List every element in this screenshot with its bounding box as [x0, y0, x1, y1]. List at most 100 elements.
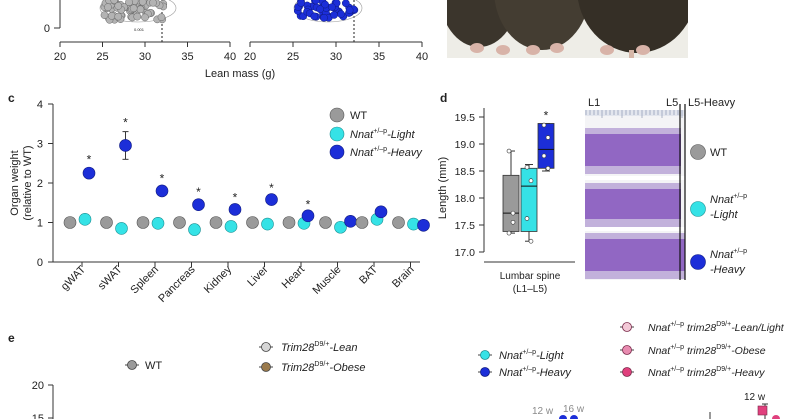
top-wt-dot: [110, 0, 119, 4]
panel-d-point: [510, 220, 516, 225]
top-dot-clusters: [100, 0, 359, 24]
panel-c-point-wt: [173, 216, 186, 229]
legend-e-t28obese-marker: [261, 362, 271, 372]
top-wt-dot: [149, 0, 157, 7]
top-right-xtick-label: 30: [330, 51, 342, 63]
panel-d-xlabel-1: Lumbar spine: [500, 271, 561, 282]
panel-e-point-heavy-2: [570, 415, 578, 419]
panel-c-point-wt: [355, 216, 369, 229]
panel-d-ytick-label: 17.0: [455, 247, 476, 259]
legend-c-light-marker: [329, 126, 345, 142]
panel-c-point-heavy: [82, 166, 96, 180]
top-panels: 0 20 25 30 35 40 20 25 30 35 40 Lean mass (g) 0.0…: [44, 0, 428, 80]
panel-c-xtick-label: Brain: [390, 264, 417, 291]
legend-e-heavy-marker: [480, 367, 490, 377]
legend-e-heavy-label: Nnat+/–p-Heavy: [499, 366, 572, 379]
top-heavy-dot: [316, 5, 324, 14]
top-heavy-dot: [311, 0, 320, 5]
legend-e-light-marker: [480, 350, 490, 360]
panel-e-ytick-label-15: 15: [32, 413, 44, 419]
xray-legend-light-marker: [690, 201, 706, 217]
top-heavy-dot: [310, 12, 319, 21]
top-left-xtick-label: 30: [139, 51, 151, 63]
panel-c-point-heavy: [265, 193, 278, 206]
top-xaxis-label: Lean mass (g): [205, 68, 275, 80]
top-xticks: 20 25 30 35 40 20 25 30 35 40: [54, 42, 428, 63]
panel-d-box: [502, 174, 520, 232]
top-right-ellipse: [293, 0, 363, 23]
panel-d-ylabel: Length (mm): [437, 157, 449, 219]
legend-e-t28lean-marker: [261, 342, 271, 352]
xray-label-l5heavy: L5-Heavy: [688, 97, 736, 109]
panel-c-significance: *: [123, 116, 128, 130]
mice-photo: [447, 0, 688, 58]
top-heavy-dot: [345, 6, 354, 15]
xray-legend-heavy-marker: [690, 254, 706, 270]
panel-c-significance: *: [269, 181, 274, 195]
top-heavy-dot: [330, 11, 338, 19]
top-heavy-dot: [297, 0, 305, 7]
panel-e-age-16w: 16 w: [563, 404, 585, 415]
panel-e-age-12w-b: 12 w: [744, 392, 766, 403]
panel-d-significance: *: [544, 108, 549, 122]
legend-e-dblobese-marker: [622, 345, 632, 355]
xray-label-l5: L5: [666, 97, 678, 109]
panel-c-significance: *: [196, 185, 201, 199]
top-y-zero: 0: [44, 23, 50, 35]
panel-e-letter: e: [8, 331, 15, 345]
top-heavy-dot: [341, 0, 350, 8]
legend-c-light-label: Nnat+/–p-Light: [350, 128, 416, 141]
top-wt-dot: [107, 12, 116, 20]
panel-c-point-light: [224, 220, 238, 233]
panel-d-point: [528, 178, 534, 184]
panel-d-ytick-label: 18.0: [455, 193, 476, 205]
panel-c-point-wt: [136, 216, 150, 229]
panel-d-point: [506, 148, 512, 154]
top-small-text: 0.001: [134, 27, 145, 32]
panel-c-xtick-label: sWAT: [96, 263, 125, 292]
panel-c-point-light: [334, 220, 347, 234]
panel-c-letter: c: [8, 91, 15, 105]
panel-d-box: [520, 167, 538, 232]
panel-e-point-heavy: [559, 415, 567, 419]
top-wt-dot: [136, 5, 145, 14]
top-wt-dot: [138, 0, 147, 6]
panel-d: d Length (mm) 17.0 17.5 18.0 18.5 19.0 19.5 *…: [437, 91, 747, 295]
xray-ruler-ticks: [585, 110, 683, 118]
panel-d-box: [537, 123, 555, 169]
xray-legend-heavy-label-1: Nnat+/–p: [710, 248, 747, 261]
xray-ruler: [585, 110, 685, 116]
panel-c-point-heavy: [192, 198, 205, 212]
legend-e-t28obese-label: Trim28D9/+-Obese: [281, 361, 365, 374]
panel-c-ytick-label: 2: [37, 178, 43, 190]
legend-c-heavy-label: Nnat+/–p-Heavy: [350, 146, 423, 159]
panel-e-legend: WT Trim28D9/+-Lean Trim28D9/+-Obese Nnat…: [125, 321, 785, 379]
panel-c-xtick-label: Spleen: [128, 264, 161, 297]
panel-c-point-heavy: [119, 139, 132, 152]
panel-e-point-dblheavy: [757, 405, 768, 416]
panel-c-marks: * * * * * * *: [63, 116, 430, 236]
panel-c-point-wt: [209, 216, 223, 229]
panel-c-xtick-label: Heart: [280, 264, 308, 292]
xray-legend: WT Nnat+/–p -Light Nnat+/–p -Heavy: [690, 144, 747, 276]
panel-c-point-light: [188, 223, 201, 236]
top-heavy-dot: [321, 0, 329, 9]
spine-xray: L1 L5 L5-Heavy: [585, 97, 736, 280]
panel-c-significance: *: [160, 172, 165, 186]
xray-spine-wt-core: [585, 134, 681, 166]
panel-c: c Organ weight (relative to WT) 0 1 2 3 4 gWA…: [8, 91, 430, 305]
panel-c-xtick-label: Muscle: [310, 264, 343, 297]
panel-d-point: [545, 166, 551, 171]
panel-c-ylabel-1: Organ weight: [9, 150, 21, 215]
panel-c-xtick-label: Liver: [245, 263, 271, 289]
panel-c-ytick-label: 4: [37, 99, 43, 111]
panel-d-point: [541, 153, 547, 159]
top-wt-dot: [114, 12, 123, 21]
panel-c-significance: *: [87, 152, 92, 166]
legend-e-dblheavy-marker: [622, 367, 632, 377]
panel-c-xtick-label: Pancreas: [156, 263, 198, 305]
panel-c-significance: *: [233, 190, 238, 204]
panel-d-point: [541, 122, 547, 128]
legend-c-heavy-marker: [329, 144, 345, 160]
